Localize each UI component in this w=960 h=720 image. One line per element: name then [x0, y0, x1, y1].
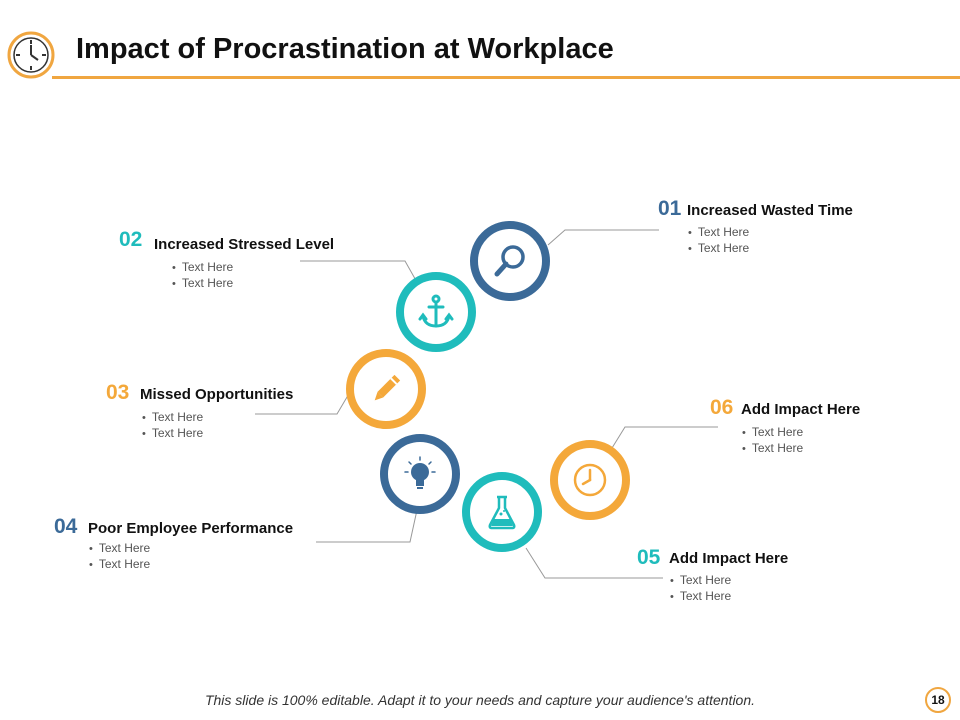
anchor-icon: [418, 294, 454, 328]
flask-icon: [488, 495, 516, 530]
page-number-badge: 18: [925, 687, 951, 713]
item-number: 02: [119, 228, 143, 251]
item-number: 04: [54, 515, 78, 538]
magnifier-icon: [494, 245, 525, 277]
item-bullet: Text Here: [670, 589, 731, 603]
title-divider: [52, 76, 960, 79]
item-heading: Increased Stressed Level: [154, 236, 335, 253]
item-number: 05: [637, 546, 661, 569]
item-number: 03: [106, 381, 130, 404]
impact-01-circle: [470, 221, 550, 301]
pencil-icon: [374, 374, 401, 401]
item-bullet: Text Here: [172, 260, 233, 274]
item-bullet: Text Here: [742, 425, 803, 439]
item-number: 01: [658, 197, 682, 220]
item-heading: Add Impact Here: [741, 401, 861, 418]
item-bullet: Text Here: [142, 426, 203, 440]
item-bullet: Text Here: [89, 541, 150, 555]
item-bullet: Text Here: [172, 276, 233, 290]
footer-note: This slide is 100% editable. Adapt it to…: [204, 692, 756, 708]
impact-03-circle: [346, 349, 426, 429]
item-heading: Poor Employee Performance: [88, 520, 294, 537]
item-bullet: Text Here: [89, 557, 150, 571]
clock-logo-icon: [6, 30, 56, 80]
item-bullet: Text Here: [688, 225, 749, 239]
item-bullet: Text Here: [142, 410, 203, 424]
item-number: 06: [710, 396, 734, 419]
impact-05-circle: [462, 472, 542, 552]
item-bullet: Text Here: [688, 241, 749, 255]
item-bullet: Text Here: [670, 573, 731, 587]
impact-02-circle: [396, 272, 476, 352]
item-heading: Missed Opportunities: [140, 386, 294, 403]
item-heading: Add Impact Here: [669, 550, 789, 567]
lightbulb-icon: [404, 456, 436, 489]
clock-icon: [573, 463, 607, 497]
page-title: Impact of Procrastination at Workplace: [76, 33, 614, 65]
impact-04-circle: [380, 434, 460, 514]
item-heading: Increased Wasted Time: [687, 202, 853, 219]
item-bullet: Text Here: [742, 441, 803, 455]
impact-06-circle: [550, 440, 630, 520]
